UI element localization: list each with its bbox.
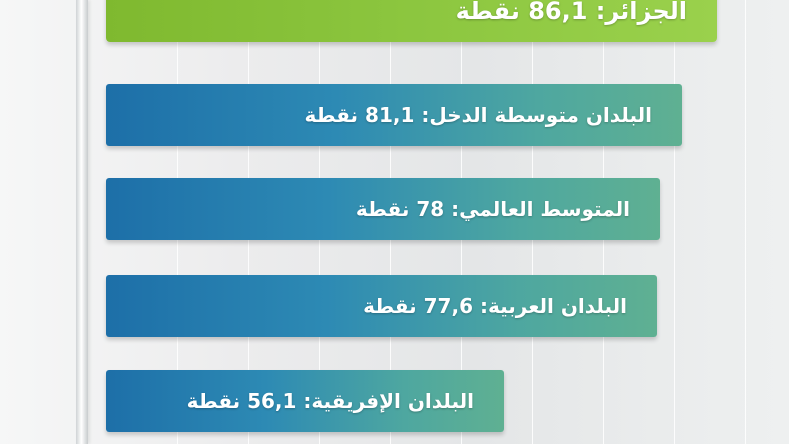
bar-4: البلدان العربية: 77,6 نقطة [106, 275, 657, 337]
chart-axis [76, 0, 88, 444]
gridline [674, 0, 675, 444]
bar-1: الجزائر: 86,1 نقطة [106, 0, 717, 42]
bar-2: البلدان متوسطة الدخل: 81,1 نقطة [106, 84, 682, 146]
bar-5: البلدان الإفريقية: 56,1 نقطة [106, 370, 504, 432]
bar-label: البلدان متوسطة الدخل: 81,1 نقطة [304, 103, 652, 127]
bar-label: البلدان العربية: 77,6 نقطة [363, 294, 627, 318]
gridline [745, 0, 746, 444]
bar-label: البلدان الإفريقية: 56,1 نقطة [186, 389, 474, 413]
bar-label: الجزائر: 86,1 نقطة [455, 0, 687, 25]
bar-3: المتوسط العالمي: 78 نقطة [106, 178, 660, 240]
bar-label: المتوسط العالمي: 78 نقطة [355, 197, 630, 221]
